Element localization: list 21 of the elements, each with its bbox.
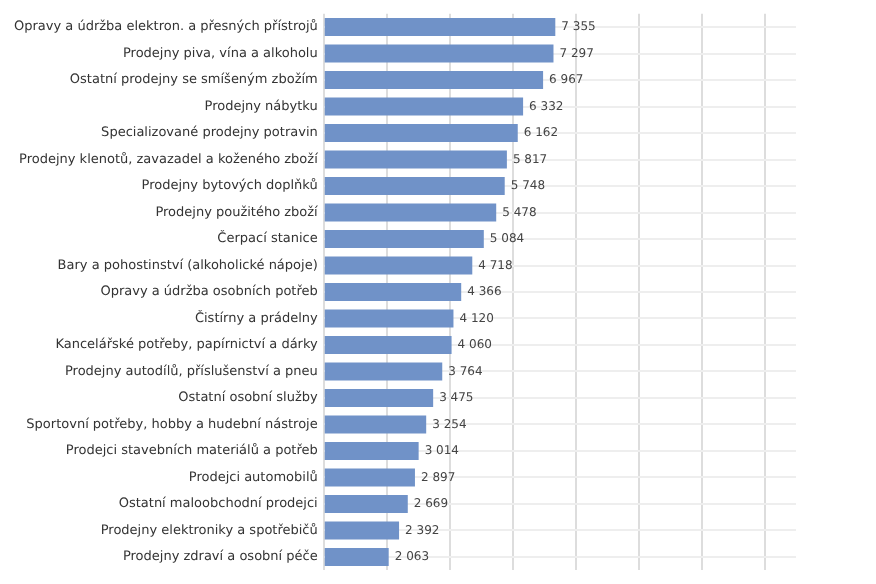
bar (324, 150, 507, 169)
bar (324, 97, 524, 116)
bar (324, 124, 518, 143)
bar (324, 415, 427, 434)
bar (324, 44, 554, 63)
bar (324, 230, 484, 249)
bar (324, 441, 419, 460)
bar (324, 71, 544, 90)
bar (324, 256, 473, 275)
bar (324, 335, 452, 354)
bar (324, 282, 462, 302)
bar (324, 309, 454, 328)
bar (324, 203, 497, 222)
bar (324, 18, 556, 37)
bar (324, 177, 505, 196)
bar (324, 468, 415, 487)
bar (324, 388, 434, 407)
bar (324, 362, 443, 381)
bar (324, 547, 389, 566)
bar (324, 521, 400, 540)
bar (324, 494, 408, 513)
